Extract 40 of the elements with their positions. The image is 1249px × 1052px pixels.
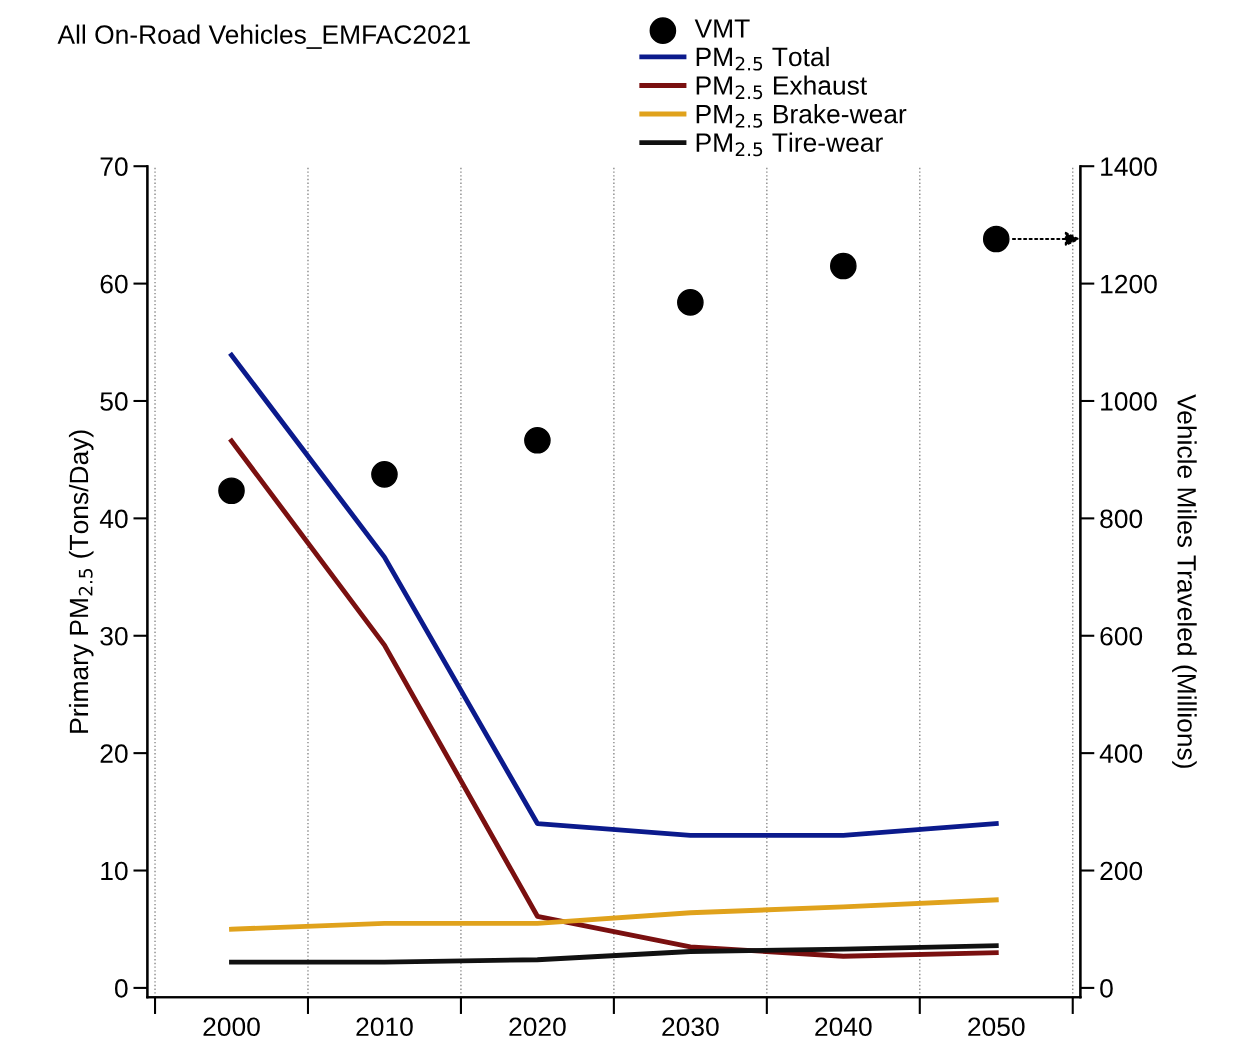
y-tick-label: 0	[114, 979, 128, 998]
y2-tick-label: 800	[1100, 509, 1143, 529]
line-series	[229, 438, 999, 959]
legend-label: PM$_{2.5}$ Brake-wear	[696, 104, 907, 128]
y2-tick-label: 1400	[1101, 157, 1157, 177]
point	[830, 252, 857, 280]
point	[371, 461, 398, 488]
legend-label: VMT	[694, 19, 750, 38]
y-tick-label: 60	[100, 274, 128, 294]
y-axis-title: Primary PM$_{2.5}$ (Tons/Day)	[68, 430, 94, 733]
y-tick-label: 40	[99, 509, 128, 529]
y2-tick-label: 0	[1100, 979, 1113, 998]
x-tick-label: 2030	[662, 1017, 719, 1037]
point	[677, 289, 704, 316]
x-tick-label: 2040	[815, 1017, 872, 1037]
y-tick-label: 30	[100, 626, 128, 646]
line-series	[229, 897, 999, 932]
y2-tick-label: 1200	[1101, 274, 1157, 294]
point	[524, 426, 551, 454]
y-tick-label: 10	[101, 861, 128, 881]
y-tick-label: 20	[100, 744, 128, 763]
y2-tick-label: 1000	[1101, 392, 1157, 411]
y2-axis-title: Vehicle Miles Traveled (Millions)	[1172, 394, 1197, 768]
y2-tick-label: 600	[1100, 626, 1143, 646]
line-series	[229, 943, 999, 965]
point	[982, 225, 1010, 253]
line-series	[229, 352, 999, 838]
legend-label: PM$_{2.5}$ Tire-wear	[696, 132, 883, 157]
x-tick-label: 2000	[203, 1017, 260, 1037]
chart-title: All On-Road Vehicles_EMFAC2021	[57, 24, 470, 49]
legend-label: PM$_{2.5}$ Exhaust	[696, 75, 867, 100]
x-tick-label: 2010	[356, 1017, 413, 1037]
legend-label: PM$_{2.5}$ Total	[696, 46, 829, 71]
y2-tick-label: 200	[1100, 861, 1143, 881]
x-tick-label: 2050	[968, 1017, 1025, 1037]
y-tick-label: 50	[100, 392, 128, 411]
point	[218, 477, 245, 505]
y2-tick-label: 400	[1099, 744, 1143, 763]
y-tick-label: 70	[100, 157, 128, 177]
x-tick-label: 2020	[509, 1017, 566, 1037]
